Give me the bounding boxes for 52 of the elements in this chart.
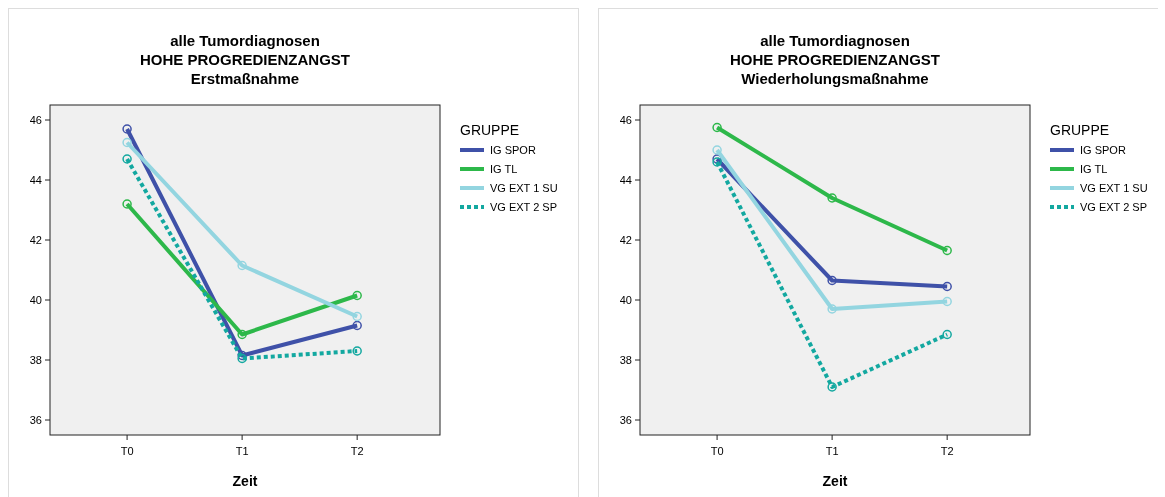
point	[942, 296, 952, 307]
y-tick-label: 46	[619, 114, 632, 126]
point	[237, 260, 247, 271]
point	[712, 122, 722, 133]
point	[942, 329, 952, 340]
x-tick-label: T1	[235, 445, 249, 457]
legend-label: IG SPOR	[1080, 144, 1126, 156]
point	[122, 154, 132, 164]
point	[827, 304, 837, 314]
point	[827, 275, 837, 286]
legend-label: VG EXT 2 SP	[490, 201, 558, 213]
y-tick-label: 46	[29, 114, 42, 126]
point	[352, 311, 362, 322]
y-tick-label: 40	[29, 294, 42, 306]
y-tick-label: 36	[619, 414, 632, 426]
y-tick-label: 38	[619, 354, 632, 366]
x-axis-title: Zeit	[822, 473, 848, 489]
y-tick-label: 44	[619, 174, 632, 186]
x-tick-label: T0	[120, 445, 134, 457]
point	[942, 245, 952, 256]
point	[352, 290, 362, 301]
point	[712, 145, 722, 155]
y-tick-label: 44	[29, 174, 42, 186]
chart-title: alle Tumordiagnosen HOHE PROGREDIENZANGST Erstmaßnahme	[139, 32, 351, 87]
x-axis-title: Zeit	[232, 473, 258, 489]
x-tick-label: T0	[710, 445, 724, 457]
y-tick-label: 38	[29, 354, 42, 366]
point	[122, 137, 132, 148]
y-tick-label: 42	[619, 234, 632, 246]
point	[827, 382, 837, 392]
point	[122, 199, 132, 209]
x-tick-label: T2	[940, 445, 954, 457]
legend-label: VG EXT 2 SP	[1080, 201, 1148, 213]
legend-label: IG TL	[490, 163, 518, 175]
x-tick-label: T2	[350, 445, 364, 457]
point	[122, 124, 132, 134]
legend-title: GRUPPE	[1050, 122, 1110, 138]
legend-title: GRUPPE	[460, 122, 520, 138]
point	[827, 193, 837, 203]
legend-label: VG EXT 1 SU	[490, 182, 558, 194]
legend-label: IG SPOR	[490, 144, 536, 156]
point	[352, 346, 362, 356]
chart-title: alle Tumordiagnosen HOHE PROGREDIENZANGST Wiederholungsmaßnahme	[729, 32, 941, 87]
x-tick-label: T1	[825, 445, 839, 457]
y-tick-label: 40	[619, 294, 632, 306]
y-tick-label: 42	[29, 234, 42, 246]
point	[352, 320, 362, 331]
y-tick-label: 36	[29, 414, 42, 426]
legend-label: VG EXT 1 SU	[1080, 182, 1148, 194]
point	[942, 281, 952, 292]
point	[237, 329, 247, 340]
legend-label: IG TL	[1080, 163, 1108, 175]
